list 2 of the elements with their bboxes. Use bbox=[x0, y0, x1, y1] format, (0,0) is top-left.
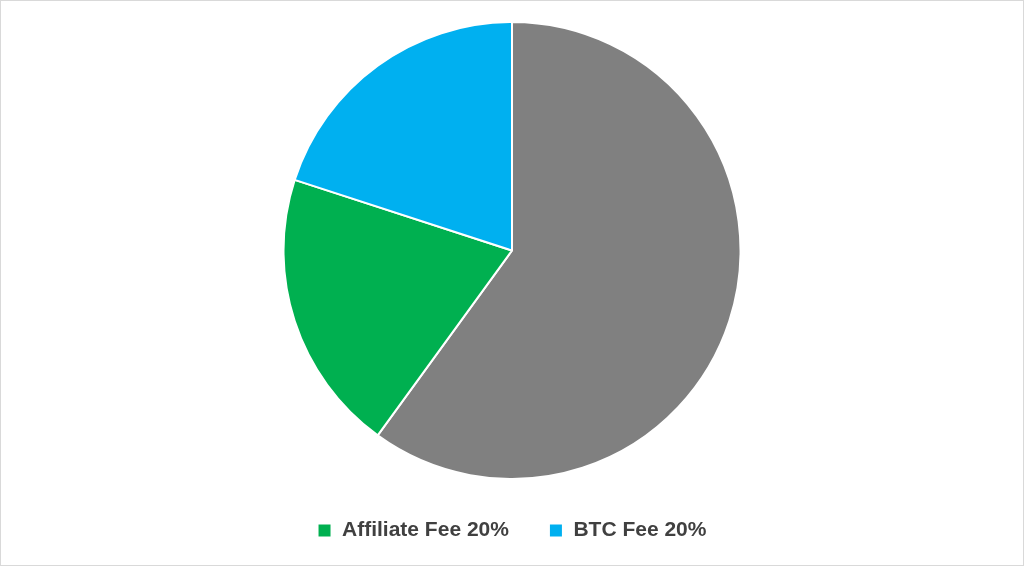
legend-label: Affiliate Fee 20% bbox=[342, 517, 510, 541]
legend-label: BTC Fee 20% bbox=[573, 517, 707, 541]
